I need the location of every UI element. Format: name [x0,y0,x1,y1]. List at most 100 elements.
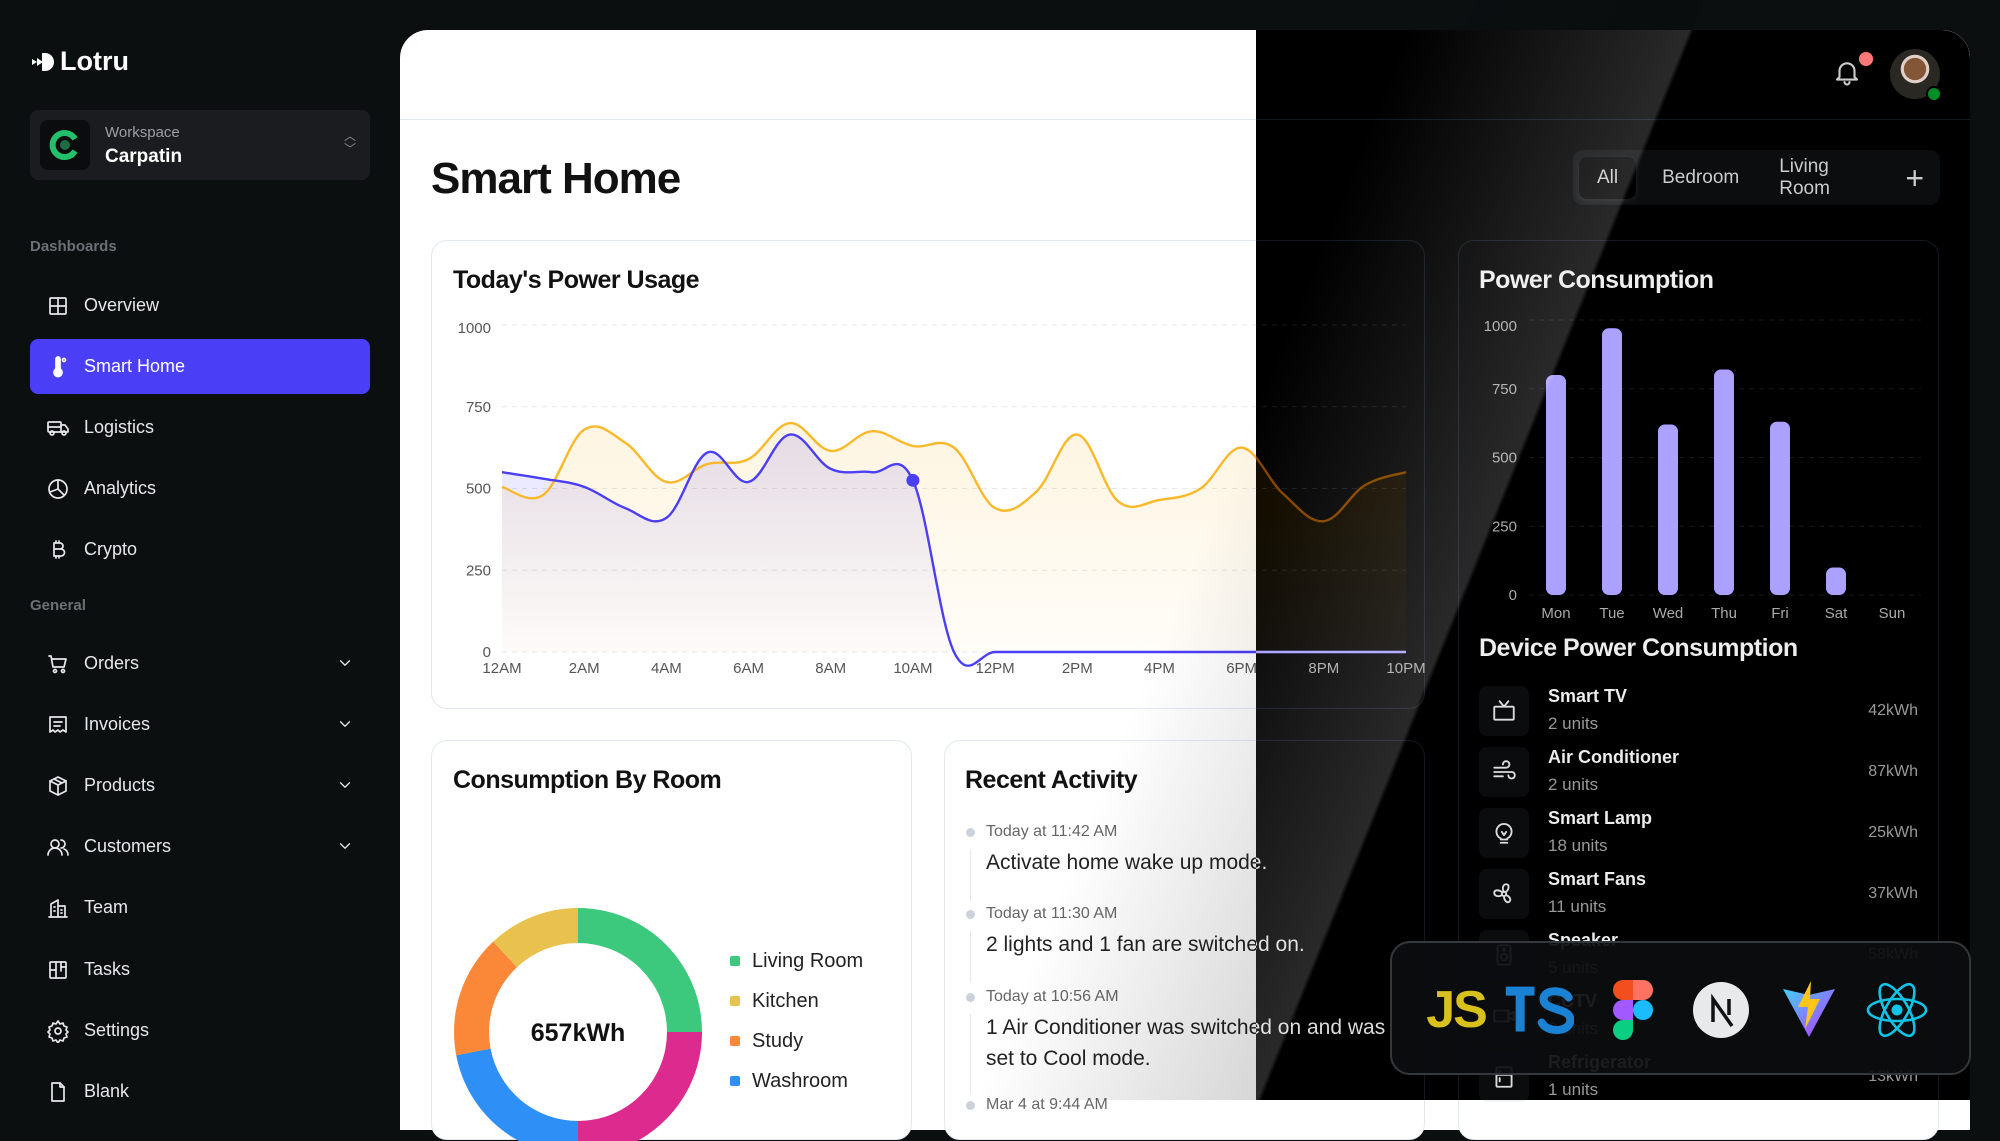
y-tick-label: 0 [1509,587,1517,604]
bar [1546,375,1566,595]
notification-badge [1859,52,1873,66]
sidebar-item-label: Logistics [84,417,155,437]
sidebar-item-tasks[interactable]: Tasks [30,942,370,997]
sidebar-item-invoices[interactable]: Invoices [30,697,370,752]
room-donut-chart: 657kWh [454,908,702,1141]
device-icon-box [1479,808,1529,858]
device-kwh: 37kWh [1868,885,1918,902]
vite-logo [1774,975,1844,1045]
device-units: 1 units [1548,1080,1599,1099]
device-kwh: 42kWh [1868,702,1918,719]
app-logo[interactable]: Lotru [30,46,129,77]
sidebar-item-analytics[interactable]: Analytics [30,461,370,516]
sidebar: Lotru Workspace Carpatin ︿ ﹀ Dashboards G… [0,0,400,1102]
device-icon-box [1479,686,1529,736]
device-units: 2 units [1548,714,1599,733]
sidebar-item-overview[interactable]: Overview [30,278,370,333]
room-tabs: All Bedroom Living Room + [1573,150,1940,205]
header-divider [400,119,1970,120]
wind-icon [1493,760,1516,780]
recent-activity-title: Recent Activity [965,766,1138,794]
consumption-by-room-card: Consumption By Room 657kWh Living Room Ki… [431,740,912,1141]
donut-slice [456,1048,578,1141]
nextjs-logo [1686,975,1756,1045]
x-tick-label: 6AM [733,660,764,677]
x-tick-label: Tue [1599,605,1624,622]
y-tick-label: 500 [1492,450,1517,467]
legend-item: Washroom [730,1061,863,1101]
activity-time: Mar 4 at 9:44 AM [986,1096,1108,1113]
notifications-button[interactable] [1832,57,1862,92]
chevron-down-icon [339,660,351,666]
sidebar-item-label: Customers [84,836,172,856]
bitcoin-icon [53,539,66,559]
workspace-switcher[interactable]: Workspace Carpatin ︿ ﹀ [30,110,370,180]
sidebar-item-customers[interactable]: Customers [30,819,370,874]
sidebar-item-label: Crypto [84,539,138,559]
donut-slice [578,1032,702,1141]
consumption-by-room-title: Consumption By Room [453,766,722,794]
legend-label: Kitchen [752,989,819,1012]
sidebar-item-crypto[interactable]: Crypto [30,522,370,577]
sidebar-item-products[interactable]: Products [30,758,370,813]
y-tick-label: 1000 [458,320,491,337]
sidebar-item-label: Invoices [84,714,151,734]
x-tick-label: 2PM [1062,660,1093,677]
tech-stack-badge: JS [1390,941,1971,1075]
package-icon [49,775,67,796]
y-tick-label: 750 [466,399,491,416]
activity-text: Activate home wake up mode. [986,851,1268,874]
sidebar-item-smart-home[interactable]: Smart Home [30,339,370,394]
tv-icon [1493,700,1515,721]
add-tab-button[interactable]: + [1895,162,1934,194]
sidebar-item-settings[interactable]: Settings [30,1003,370,1058]
react-logo [1862,975,1932,1045]
figma-logo [1598,975,1668,1045]
y-tick-label: 500 [466,481,491,498]
bar [1770,421,1790,595]
x-tick-label: 4AM [651,660,682,677]
javascript-logo: JS [1426,981,1488,1039]
plus-icon: + [1905,159,1924,196]
bell-icon [1835,62,1859,86]
activity-dot [966,1101,975,1110]
tab-bedroom[interactable]: Bedroom [1662,166,1740,188]
x-tick-label: Sat [1825,605,1848,622]
thermometer-icon [53,355,67,377]
y-tick-label: 750 [1492,381,1517,398]
tab-living-room[interactable]: Living Room [1779,155,1830,199]
page-title: Smart Home [431,154,681,203]
series-area [502,434,1406,666]
kanban-icon [49,960,67,979]
x-tick-label: 8AM [815,660,846,677]
users-icon [47,838,69,856]
x-tick-label: Thu [1711,605,1737,622]
activity-time: Today at 11:30 AM [986,905,1118,922]
device-consumption-title: Device Power Consumption [1479,634,1798,662]
x-tick-label: 10PM [1386,660,1425,677]
x-tick-label: 4PM [1144,660,1175,677]
power-consumption-chart: 0 250 500 750 1000 Mon Tue Wed Thu Fri Sat Sun [1484,318,1921,622]
donut-slice [454,941,518,1056]
section-dashboards: Dashboards [30,238,117,255]
sidebar-item-logistics[interactable]: Logistics [30,400,370,455]
sidebar-item-label: Team [84,897,129,917]
sidebar-item-orders[interactable]: Orders [30,636,370,691]
legend-item: Living Room [730,941,863,981]
section-general: General [30,597,86,614]
device-icon-box [1479,869,1529,919]
device-name: Air Conditioner [1548,747,1679,767]
device-kwh: 87kWh [1868,763,1918,780]
x-tick-label: 12PM [975,660,1014,677]
sidebar-item-blank[interactable]: Blank [30,1064,370,1119]
sidebar-item-team[interactable]: Team [30,880,370,935]
x-tick-label: 6PM [1226,660,1257,677]
chevron-up-down-icon: ︿ ﹀ [343,129,356,156]
highlight-point [906,473,920,487]
tab-all[interactable]: All [1579,156,1637,199]
power-usage-title: Today's Power Usage [453,266,700,294]
timeline-line [970,849,971,901]
receipt-icon [49,715,67,733]
y-tick-label: 1000 [1484,318,1517,335]
activity-time: Today at 11:42 AM [986,823,1118,840]
